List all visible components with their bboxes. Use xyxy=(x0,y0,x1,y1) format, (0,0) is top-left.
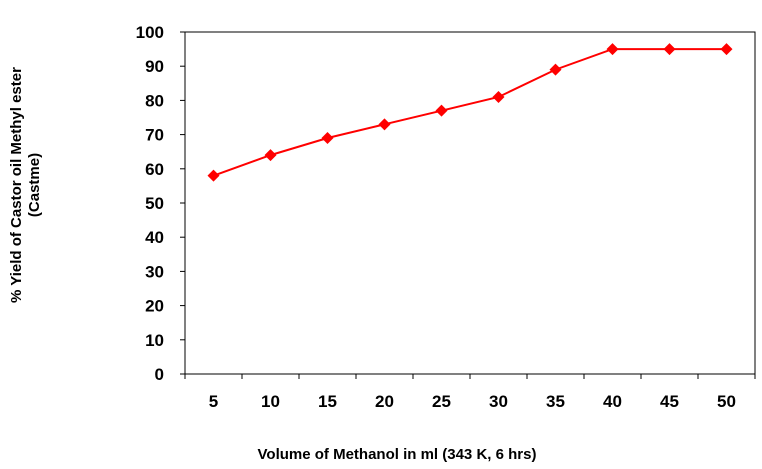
data-point-marker xyxy=(321,132,334,145)
x-tick-label: 35 xyxy=(546,392,565,411)
x-axis: 5 10 15 20 25 30 35 40 45 50 xyxy=(184,374,756,411)
x-tick-label: 30 xyxy=(489,392,508,411)
x-tick-label: 25 xyxy=(432,392,451,411)
data-point-marker xyxy=(492,90,505,103)
y-tick-label: 20 xyxy=(145,297,164,316)
x-tick-label: 10 xyxy=(261,392,280,411)
x-tick-label: 45 xyxy=(660,392,679,411)
data-point-marker xyxy=(663,43,676,56)
data-point-marker xyxy=(207,169,220,182)
x-tick-label: 40 xyxy=(603,392,622,411)
data-point-marker xyxy=(606,43,619,56)
plot-area xyxy=(184,31,756,375)
data-point-marker xyxy=(549,63,562,76)
y-tick-label: 30 xyxy=(145,262,164,281)
y-tick-label: 50 xyxy=(145,194,164,213)
data-point-marker xyxy=(435,104,448,117)
y-tick-label: 80 xyxy=(145,91,164,110)
series-layer xyxy=(207,43,733,182)
data-point-marker xyxy=(264,149,277,162)
y-axis-title-line-2: (Castme) xyxy=(26,153,43,217)
series-line xyxy=(213,48,727,177)
y-tick-label: 40 xyxy=(145,228,164,247)
x-tick-label: 20 xyxy=(375,392,394,411)
y-tick-label: 60 xyxy=(145,160,164,179)
y-tick-label: 100 xyxy=(136,23,164,42)
data-point-marker xyxy=(378,118,391,131)
y-tick-label: 10 xyxy=(145,331,164,350)
x-axis-title: Volume of Methanol in ml (343 K, 6 hrs) xyxy=(258,446,537,463)
x-tick-label: 15 xyxy=(318,392,337,411)
y-tick-label: 0 xyxy=(155,365,164,384)
x-tick-label: 5 xyxy=(209,392,218,411)
y-axis-title-line-1: % Yield of Castor oil Methyl ester xyxy=(8,67,25,303)
x-tick-label: 50 xyxy=(717,392,736,411)
y-tick-label: 90 xyxy=(145,57,164,76)
y-axis: 0 10 20 30 40 50 60 70 80 90 100 xyxy=(136,23,185,384)
y-tick-label: 70 xyxy=(145,126,164,145)
data-point-marker xyxy=(720,43,733,56)
